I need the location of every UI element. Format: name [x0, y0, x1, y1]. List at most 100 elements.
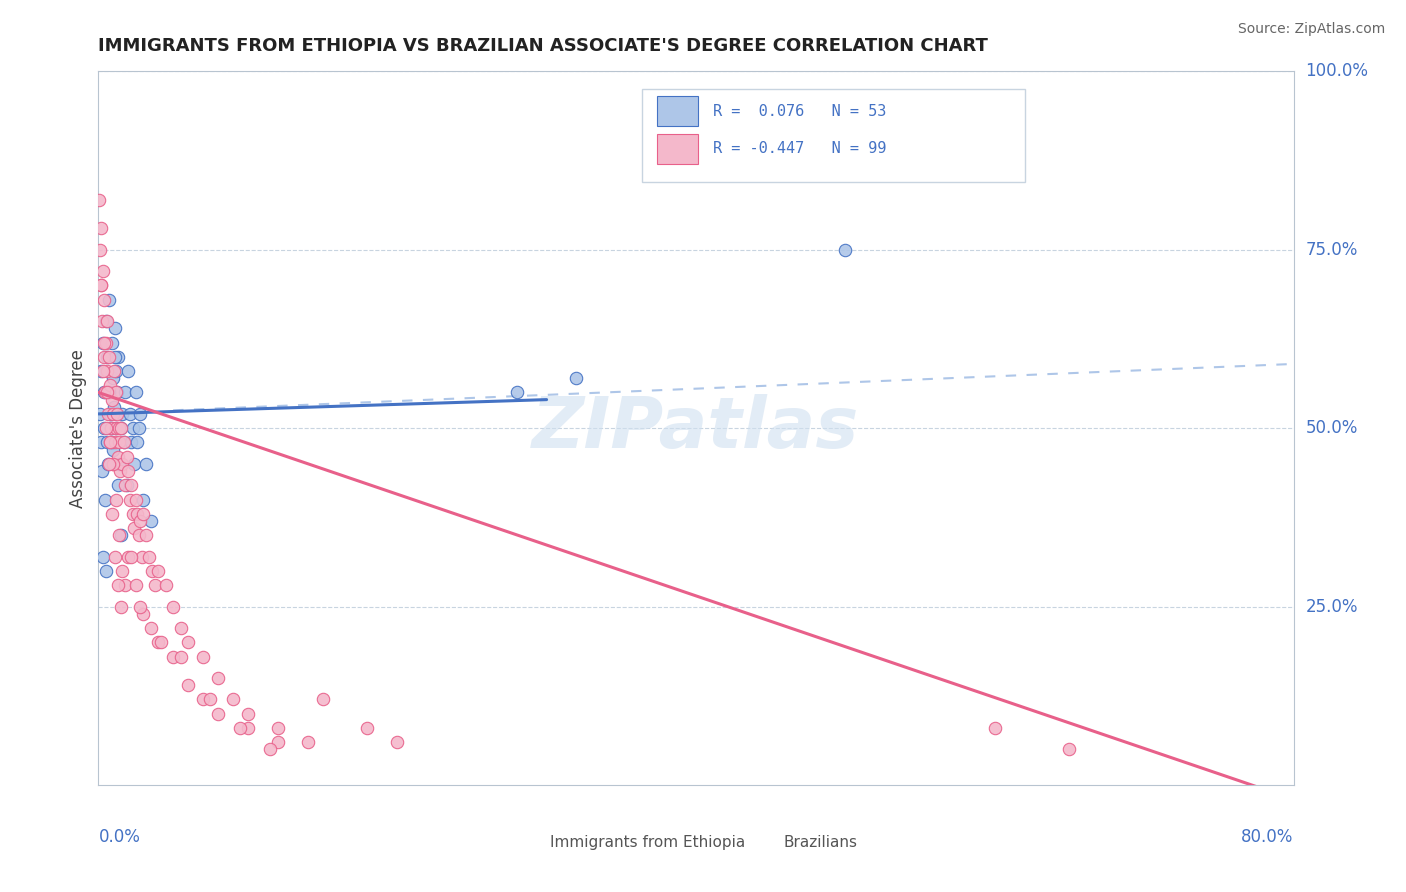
Point	[101, 442, 124, 457]
Text: 25.0%: 25.0%	[1306, 598, 1358, 615]
Point	[118, 492, 141, 507]
Point	[112, 435, 135, 450]
Point	[96, 350, 118, 364]
Point	[114, 578, 136, 592]
Point	[135, 528, 157, 542]
Point	[139, 514, 162, 528]
Point	[105, 407, 128, 421]
Point	[565, 371, 588, 385]
Point	[108, 464, 131, 478]
Point	[89, 243, 111, 257]
Point	[506, 385, 529, 400]
Text: Immigrants from Ethiopia: Immigrants from Ethiopia	[550, 835, 745, 849]
Point	[311, 692, 333, 706]
Point	[90, 221, 112, 235]
Point	[97, 350, 120, 364]
Point	[141, 564, 163, 578]
Point	[110, 528, 132, 542]
Point	[135, 457, 157, 471]
FancyBboxPatch shape	[657, 134, 699, 164]
Text: ZIPatlas: ZIPatlas	[533, 393, 859, 463]
Point	[118, 407, 141, 421]
Point	[96, 364, 118, 378]
Point	[101, 435, 124, 450]
Text: 75.0%: 75.0%	[1306, 241, 1358, 259]
Point	[162, 599, 184, 614]
Point	[120, 435, 142, 450]
Text: Source: ZipAtlas.com: Source: ZipAtlas.com	[1237, 22, 1385, 37]
Point	[97, 407, 120, 421]
Text: 100.0%: 100.0%	[1306, 62, 1368, 80]
Point	[207, 671, 229, 685]
Point	[104, 350, 127, 364]
Point	[90, 278, 112, 293]
Point	[169, 649, 191, 664]
Point	[97, 385, 120, 400]
Point	[107, 450, 129, 464]
Point	[124, 521, 146, 535]
Text: 80.0%: 80.0%	[1241, 828, 1294, 846]
Point	[93, 385, 115, 400]
Point	[121, 507, 143, 521]
Point	[120, 478, 142, 492]
Point	[1059, 742, 1081, 756]
Point	[100, 421, 122, 435]
Point	[94, 564, 117, 578]
Point	[148, 635, 170, 649]
Point	[94, 385, 117, 400]
Point	[108, 435, 131, 450]
Point	[104, 435, 127, 450]
Point	[229, 721, 252, 735]
Point	[111, 407, 134, 421]
Point	[132, 607, 155, 621]
Point	[121, 421, 143, 435]
Point	[105, 492, 128, 507]
Point	[91, 549, 114, 564]
Point	[125, 492, 148, 507]
Point	[91, 464, 114, 478]
Point	[98, 435, 122, 450]
Point	[127, 507, 149, 521]
Point	[93, 293, 115, 307]
Point	[124, 457, 146, 471]
Point	[150, 635, 173, 649]
Point	[117, 364, 139, 378]
Point	[117, 549, 139, 564]
Text: Brazilians: Brazilians	[783, 835, 858, 849]
Point	[94, 314, 117, 328]
Point	[91, 335, 114, 350]
Point	[236, 721, 259, 735]
Point	[103, 371, 125, 385]
Point	[129, 599, 152, 614]
Point	[105, 421, 128, 435]
Point	[155, 578, 177, 592]
Point	[108, 528, 131, 542]
Point	[129, 407, 152, 421]
Point	[132, 492, 155, 507]
Point	[112, 435, 135, 450]
Point	[97, 457, 120, 471]
Point	[356, 721, 378, 735]
Point	[97, 457, 120, 471]
Point	[107, 350, 129, 364]
Point	[200, 692, 222, 706]
Point	[128, 528, 150, 542]
Point	[169, 621, 191, 635]
Point	[93, 350, 115, 364]
Point	[89, 193, 111, 207]
Point	[111, 564, 134, 578]
Text: IMMIGRANTS FROM ETHIOPIA VS BRAZILIAN ASSOCIATE'S DEGREE CORRELATION CHART: IMMIGRANTS FROM ETHIOPIA VS BRAZILIAN AS…	[98, 37, 988, 54]
Point	[177, 678, 200, 692]
Point	[90, 364, 112, 378]
Text: R = -0.447   N = 99: R = -0.447 N = 99	[713, 141, 886, 156]
Point	[110, 599, 132, 614]
Point	[93, 421, 115, 435]
Point	[125, 578, 148, 592]
Point	[297, 735, 319, 749]
Point	[111, 457, 134, 471]
Point	[91, 264, 114, 278]
Point	[98, 378, 122, 392]
Point	[107, 421, 129, 435]
Point	[139, 621, 162, 635]
Point	[148, 564, 170, 578]
